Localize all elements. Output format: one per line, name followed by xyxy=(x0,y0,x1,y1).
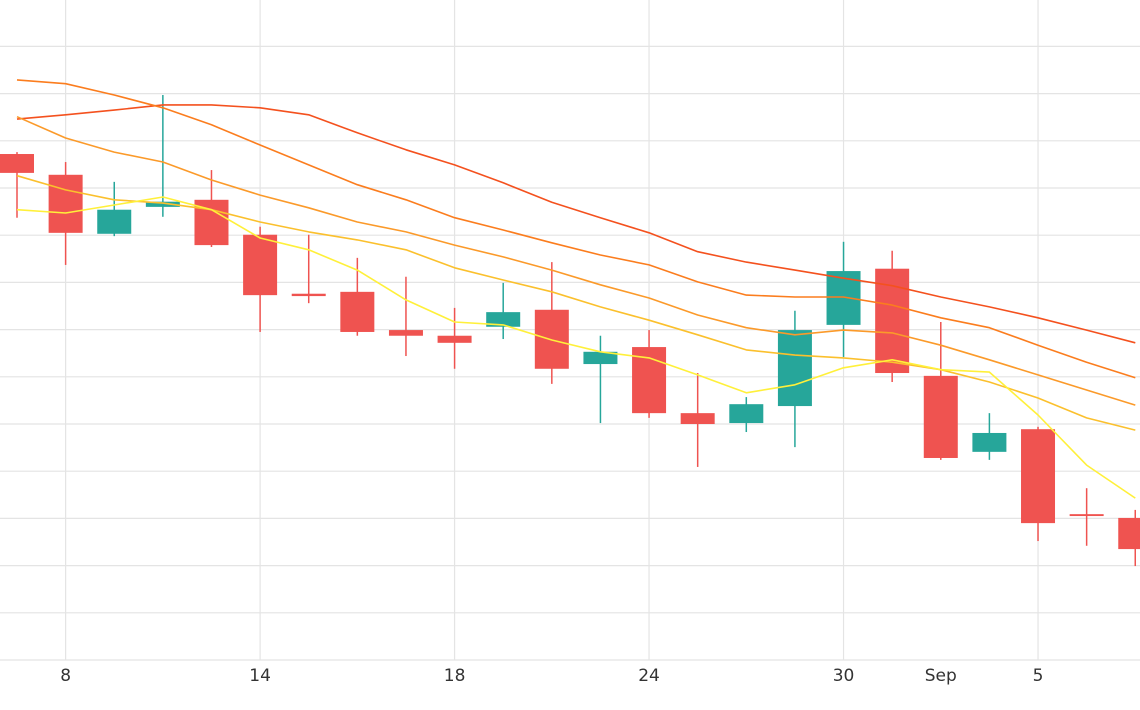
candle-body xyxy=(340,291,375,332)
x-tick-label: 8 xyxy=(60,666,71,686)
moving-averages xyxy=(16,79,1136,499)
candle-body xyxy=(1021,429,1056,524)
moving-average-line xyxy=(16,196,1136,499)
moving-average-line xyxy=(16,79,1136,379)
candle-body xyxy=(1118,517,1140,550)
candle-body xyxy=(437,335,472,343)
moving-average-line xyxy=(16,174,1136,431)
candle-body xyxy=(680,413,715,424)
candle-body xyxy=(388,330,423,336)
x-tick-label: 30 xyxy=(833,666,855,686)
candle-body xyxy=(48,174,83,233)
candle-body xyxy=(243,234,278,296)
candle-body xyxy=(145,201,180,207)
x-tick-label: 14 xyxy=(249,666,271,686)
candle-body xyxy=(97,209,132,234)
x-tick-label: 5 xyxy=(1033,666,1044,686)
candle-body xyxy=(826,271,861,325)
candle-body xyxy=(923,375,958,458)
x-tick-label: 18 xyxy=(444,666,466,686)
x-tick-label: 24 xyxy=(638,666,660,686)
candle-body xyxy=(486,312,521,327)
candle-body xyxy=(972,432,1007,452)
candle-body xyxy=(0,154,34,173)
candle-body xyxy=(1069,514,1104,517)
candles xyxy=(0,95,1140,567)
x-tick-label: Sep xyxy=(925,666,957,686)
candle-body xyxy=(583,351,618,365)
moving-average-line xyxy=(16,115,1136,406)
candle-body xyxy=(729,404,764,424)
grid xyxy=(0,0,1140,661)
moving-average-line xyxy=(16,104,1136,344)
candle-body xyxy=(291,293,326,297)
candle-body xyxy=(777,330,812,407)
